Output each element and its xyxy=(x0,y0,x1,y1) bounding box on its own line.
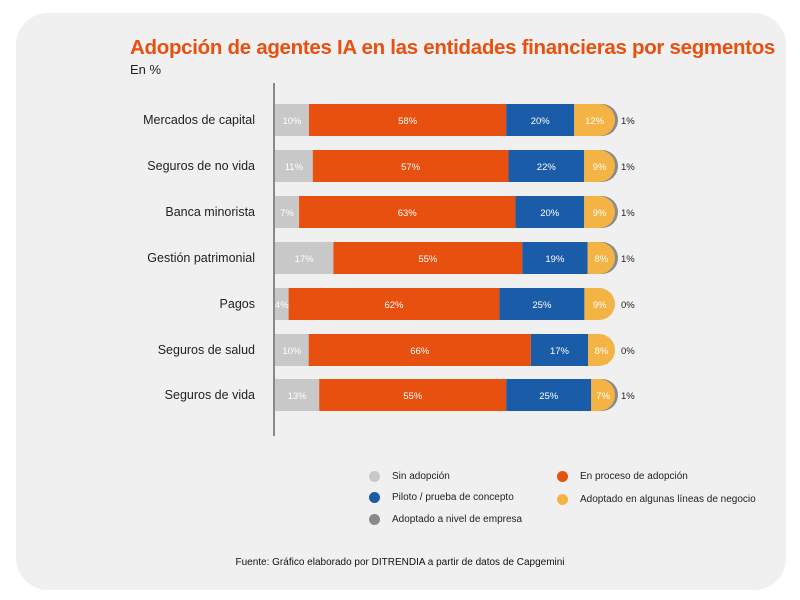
data-label: 11% xyxy=(285,162,304,173)
bar-segment xyxy=(530,334,589,366)
data-label: 55% xyxy=(418,254,438,265)
bar-segment xyxy=(515,196,585,228)
category-label: Banca minorista xyxy=(165,205,255,219)
bar-segment xyxy=(506,379,592,411)
bar-segment xyxy=(275,242,334,274)
data-label: 13% xyxy=(288,391,308,402)
data-label: 9% xyxy=(593,162,607,173)
data-label: 25% xyxy=(532,300,552,311)
data-label: 17% xyxy=(295,254,315,265)
data-label: 22% xyxy=(537,162,557,173)
legend-label: Piloto / prueba de concepto xyxy=(392,492,514,503)
data-label: 10% xyxy=(282,116,302,127)
category-label: Gestión patrimonial xyxy=(147,251,255,265)
legend-swatch xyxy=(557,471,568,482)
bar-segment xyxy=(275,288,289,320)
legend-swatch xyxy=(557,494,568,505)
legend-label: Sin adopción xyxy=(392,471,450,482)
category-label: Seguros de salud xyxy=(158,343,255,357)
data-label-nivel-empresa: 0% xyxy=(621,346,635,357)
data-label-nivel-empresa: 0% xyxy=(621,300,635,311)
bar-segment xyxy=(275,196,300,228)
bar-segment xyxy=(275,150,313,182)
legend-label: Adoptado a nivel de empresa xyxy=(392,514,523,525)
bar-segment xyxy=(506,104,575,136)
legend-algunas-lineas: Adoptado en algunas líneas de negocio xyxy=(557,494,756,505)
bar-segment xyxy=(319,379,507,411)
bar-segment xyxy=(333,242,523,274)
data-label: 7% xyxy=(280,208,294,219)
legend-swatch xyxy=(369,514,380,525)
data-label-nivel-empresa: 1% xyxy=(621,391,635,402)
data-label: 10% xyxy=(282,346,302,357)
data-label: 20% xyxy=(531,116,551,127)
bar-segment xyxy=(584,150,615,182)
data-label: 17% xyxy=(550,346,570,357)
data-label-nivel-empresa: 1% xyxy=(621,116,635,127)
bar-segment xyxy=(508,150,585,182)
data-label: 9% xyxy=(593,300,607,311)
category-label: Seguros de vida xyxy=(165,388,255,402)
data-label: 8% xyxy=(594,254,608,265)
bar-segment xyxy=(275,334,309,366)
legend-nivel-empresa: Adoptado a nivel de empresa xyxy=(369,514,522,525)
bar-segment xyxy=(587,242,615,274)
data-label-nivel-empresa: 1% xyxy=(621,162,635,173)
bar-segment xyxy=(588,334,615,366)
data-label: 7% xyxy=(596,391,610,402)
category-label: Seguros de no vida xyxy=(147,159,255,173)
bar-segment xyxy=(275,379,320,411)
legend-label: Adoptado en algunas líneas de negocio xyxy=(580,494,756,505)
legend-swatch xyxy=(369,471,380,482)
data-label: 19% xyxy=(545,254,565,265)
bar-segment xyxy=(574,104,615,136)
data-label: 63% xyxy=(398,208,418,219)
data-label: 20% xyxy=(540,208,560,219)
source-note: Fuente: Gráfico elaborado por DITRENDIA … xyxy=(235,557,565,568)
data-label: 8% xyxy=(595,346,609,357)
bar-segment xyxy=(584,288,615,320)
bar-segment xyxy=(309,104,507,136)
data-label: 12% xyxy=(585,116,605,127)
bar-segment xyxy=(584,196,615,228)
legend-sin-adopcion: Sin adopción xyxy=(369,471,450,482)
bar-segment xyxy=(308,334,531,366)
bar-segment xyxy=(288,288,500,320)
data-label-nivel-empresa: 1% xyxy=(621,254,635,265)
data-label: 57% xyxy=(401,162,421,173)
data-label: 66% xyxy=(410,346,430,357)
bar-segment xyxy=(522,242,588,274)
bar-segment xyxy=(591,379,615,411)
chart-title: Adopción de agentes IA en las entidades … xyxy=(130,36,776,59)
bar-segment xyxy=(312,150,509,182)
data-label: 62% xyxy=(384,300,404,311)
category-label: Mercados de capital xyxy=(143,113,255,127)
chart-subtitle: En % xyxy=(130,62,162,77)
legend-en-proceso: En proceso de adopción xyxy=(557,471,688,482)
data-label: 25% xyxy=(539,391,559,402)
legend-label: En proceso de adopción xyxy=(580,471,688,482)
legend-piloto: Piloto / prueba de concepto xyxy=(369,492,514,503)
bar-segment xyxy=(499,288,585,320)
data-label: 9% xyxy=(593,208,607,219)
data-label: 4% xyxy=(275,300,289,311)
data-label-nivel-empresa: 1% xyxy=(621,208,635,219)
bar-segment xyxy=(275,104,309,136)
legend-swatch xyxy=(369,492,380,503)
category-label: Pagos xyxy=(220,297,255,311)
bar-segment xyxy=(299,196,516,228)
data-label: 55% xyxy=(403,391,423,402)
data-label: 58% xyxy=(398,116,418,127)
